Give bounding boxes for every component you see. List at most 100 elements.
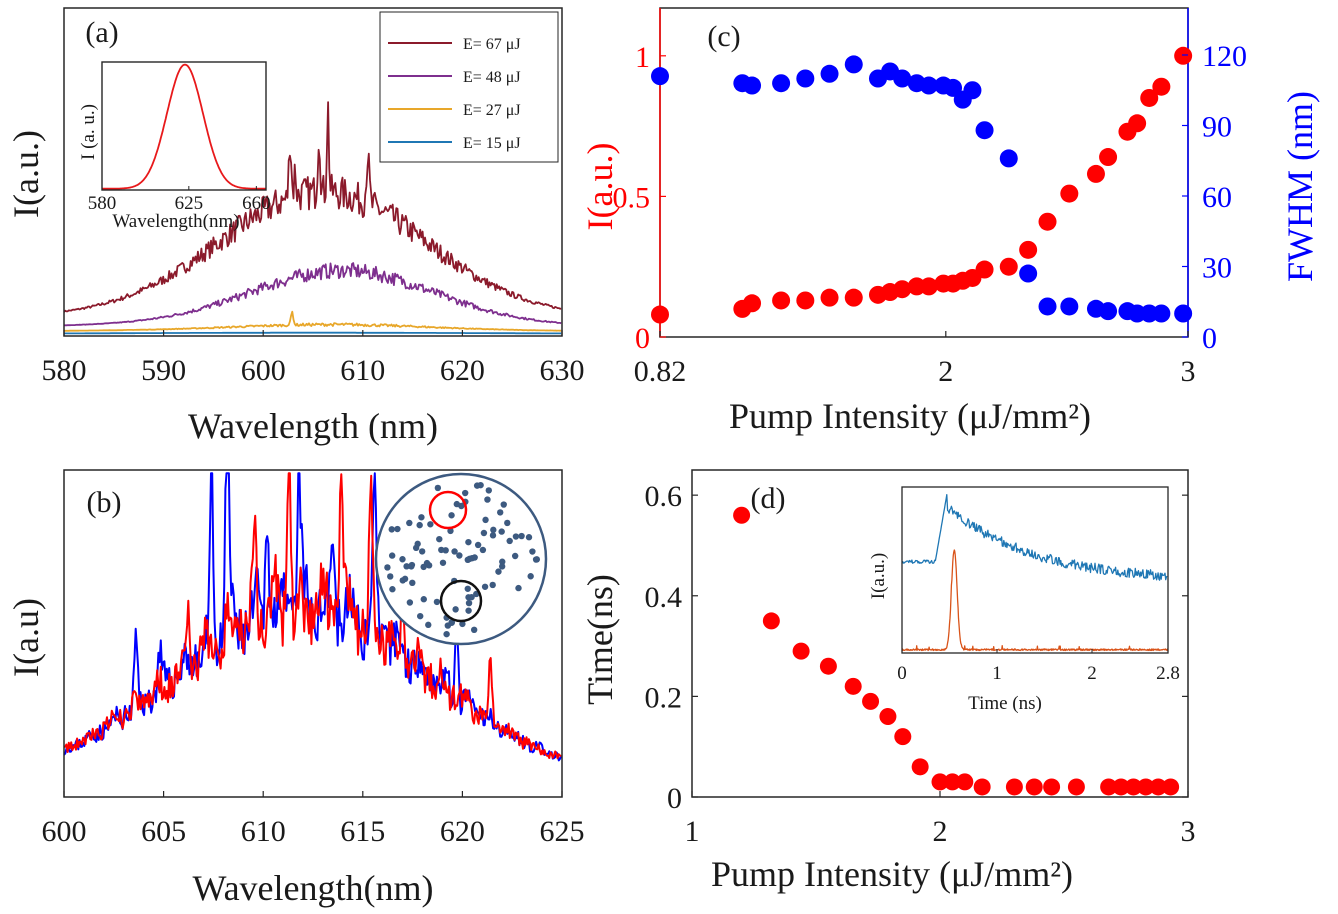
scatterer-dot: [447, 527, 454, 535]
scatterer-dot: [388, 552, 396, 559]
legend-box: [379, 11, 559, 163]
inset-line: [102, 63, 266, 190]
x-tick-label: 1: [685, 815, 700, 848]
scatterer-dot: [465, 607, 472, 614]
scatterer-dot: [489, 581, 496, 589]
y-right-tick-label: 30: [1202, 252, 1232, 285]
series-line: [63, 472, 562, 760]
panel-label: (d): [751, 482, 786, 515]
inset-orange-line: [901, 549, 1169, 652]
plot-frame: [63, 469, 563, 798]
scatterer-dot: [401, 575, 409, 583]
scatterer-dot: [416, 521, 423, 529]
scatterer-dot: [389, 586, 396, 593]
panel-a: 580 590 600 610 620 630 Wavelength (nm) I(a.u.)…: [6, 7, 585, 446]
plot-frame: [63, 7, 563, 337]
y-axis-label: Time(ns): [580, 574, 620, 705]
legend-entry: E= 15 μJ: [463, 135, 521, 152]
y-right-tick-label: 120: [1202, 40, 1247, 73]
x-axis-label: Wavelength(nm): [192, 868, 433, 908]
time-point: [1067, 778, 1085, 796]
scatterer-dot: [498, 563, 506, 570]
x-tick-label: 2: [933, 815, 948, 848]
inset-frame: [101, 61, 267, 191]
inset-x-tick-label: 660: [242, 193, 271, 214]
y-left-tick-label: 0: [635, 322, 650, 355]
y-left-axis-label: I(a.u.): [580, 143, 620, 231]
x-tick-label: 630: [540, 354, 585, 387]
time-point: [1124, 778, 1142, 796]
scatterer-dot: [436, 535, 443, 543]
y-left-tick-label: 0.5: [613, 181, 651, 214]
time-point: [943, 773, 961, 791]
panel-label: (b): [87, 486, 122, 519]
scatterer-dot: [484, 496, 491, 503]
scatterer-dot: [480, 529, 488, 537]
series-line: [63, 101, 562, 313]
scatterer-dot: [500, 501, 507, 508]
inset-d: 0 1 2 2.8 Time (ns) I(a.u.): [868, 486, 1180, 714]
inset-blue-line: [901, 494, 1168, 581]
scatterer-dot: [511, 552, 519, 560]
y-tick-label: 0.6: [645, 480, 683, 513]
fwhm-point: [893, 69, 912, 88]
fwhm-point: [1060, 297, 1079, 316]
inset-x-tick-label: 2: [1087, 663, 1097, 684]
inset-x-label: Time (ns): [968, 693, 1042, 714]
scatterer-dot: [434, 484, 442, 492]
scatterer-dot: [529, 548, 536, 555]
scatterer-dot: [417, 612, 424, 620]
intensity-point: [999, 257, 1018, 276]
x-tick-label: 3: [1181, 815, 1196, 848]
x-tick-label: 2: [938, 355, 953, 388]
scatterer-dot: [420, 596, 427, 603]
fwhm-point: [1152, 304, 1171, 323]
scatterer-dot: [453, 500, 461, 508]
scatterer-dot: [485, 487, 492, 494]
time-point: [819, 657, 837, 675]
panel-b: 600 605 610 615 620 625 Wavelength(nm) I(a.u) (b…: [6, 469, 585, 908]
scatterer-dot: [499, 558, 506, 565]
scatterer-dot: [464, 585, 471, 592]
scatterer-dot: [448, 619, 455, 626]
fwhm-point: [1038, 297, 1057, 316]
scatterer-dot: [409, 579, 416, 587]
scatterer-dot: [420, 563, 427, 571]
y-axis-label: I(a.u.): [6, 130, 46, 218]
y-tick-label: 0.4: [645, 581, 683, 614]
inset-x-tick-label: 580: [88, 193, 117, 214]
scatterer-dot: [406, 519, 413, 527]
red-region-circle: [428, 490, 468, 530]
time-point: [1162, 778, 1180, 796]
intensity-point: [1086, 164, 1105, 183]
inset-x-tick-label: 625: [175, 193, 204, 214]
time-point: [1137, 778, 1155, 796]
time-point: [956, 773, 974, 791]
scatterer-dot: [479, 546, 487, 554]
inset-y-label: I(a.u.): [868, 553, 889, 599]
intensity-point: [1140, 88, 1159, 107]
scatterer-dot: [394, 525, 401, 533]
inset-y-label: I (a. u.): [78, 104, 99, 160]
fwhm-point: [975, 121, 994, 140]
inset-circle: [374, 472, 548, 646]
x-axis-label: Pump Intensity (μJ/mm²): [729, 396, 1091, 436]
inset-x-label: Wavelength(nm): [112, 211, 239, 232]
scatterer-dot: [425, 562, 433, 569]
inset-frame: [901, 486, 1169, 654]
scatterer-dot: [527, 573, 534, 580]
scatterer-dot: [451, 548, 458, 555]
intensity-point: [820, 288, 839, 307]
scatterer-dot: [532, 556, 540, 563]
time-point: [894, 728, 912, 746]
legend-entry: E= 27 μJ: [463, 102, 521, 119]
fwhm-point: [772, 74, 791, 93]
intensity-point: [1060, 184, 1079, 203]
time-point: [844, 677, 862, 695]
x-tick-label: 0.82: [634, 355, 687, 388]
fwhm-point: [743, 76, 762, 95]
fwhm-point: [1099, 302, 1118, 321]
scatterer-dot: [482, 516, 489, 524]
